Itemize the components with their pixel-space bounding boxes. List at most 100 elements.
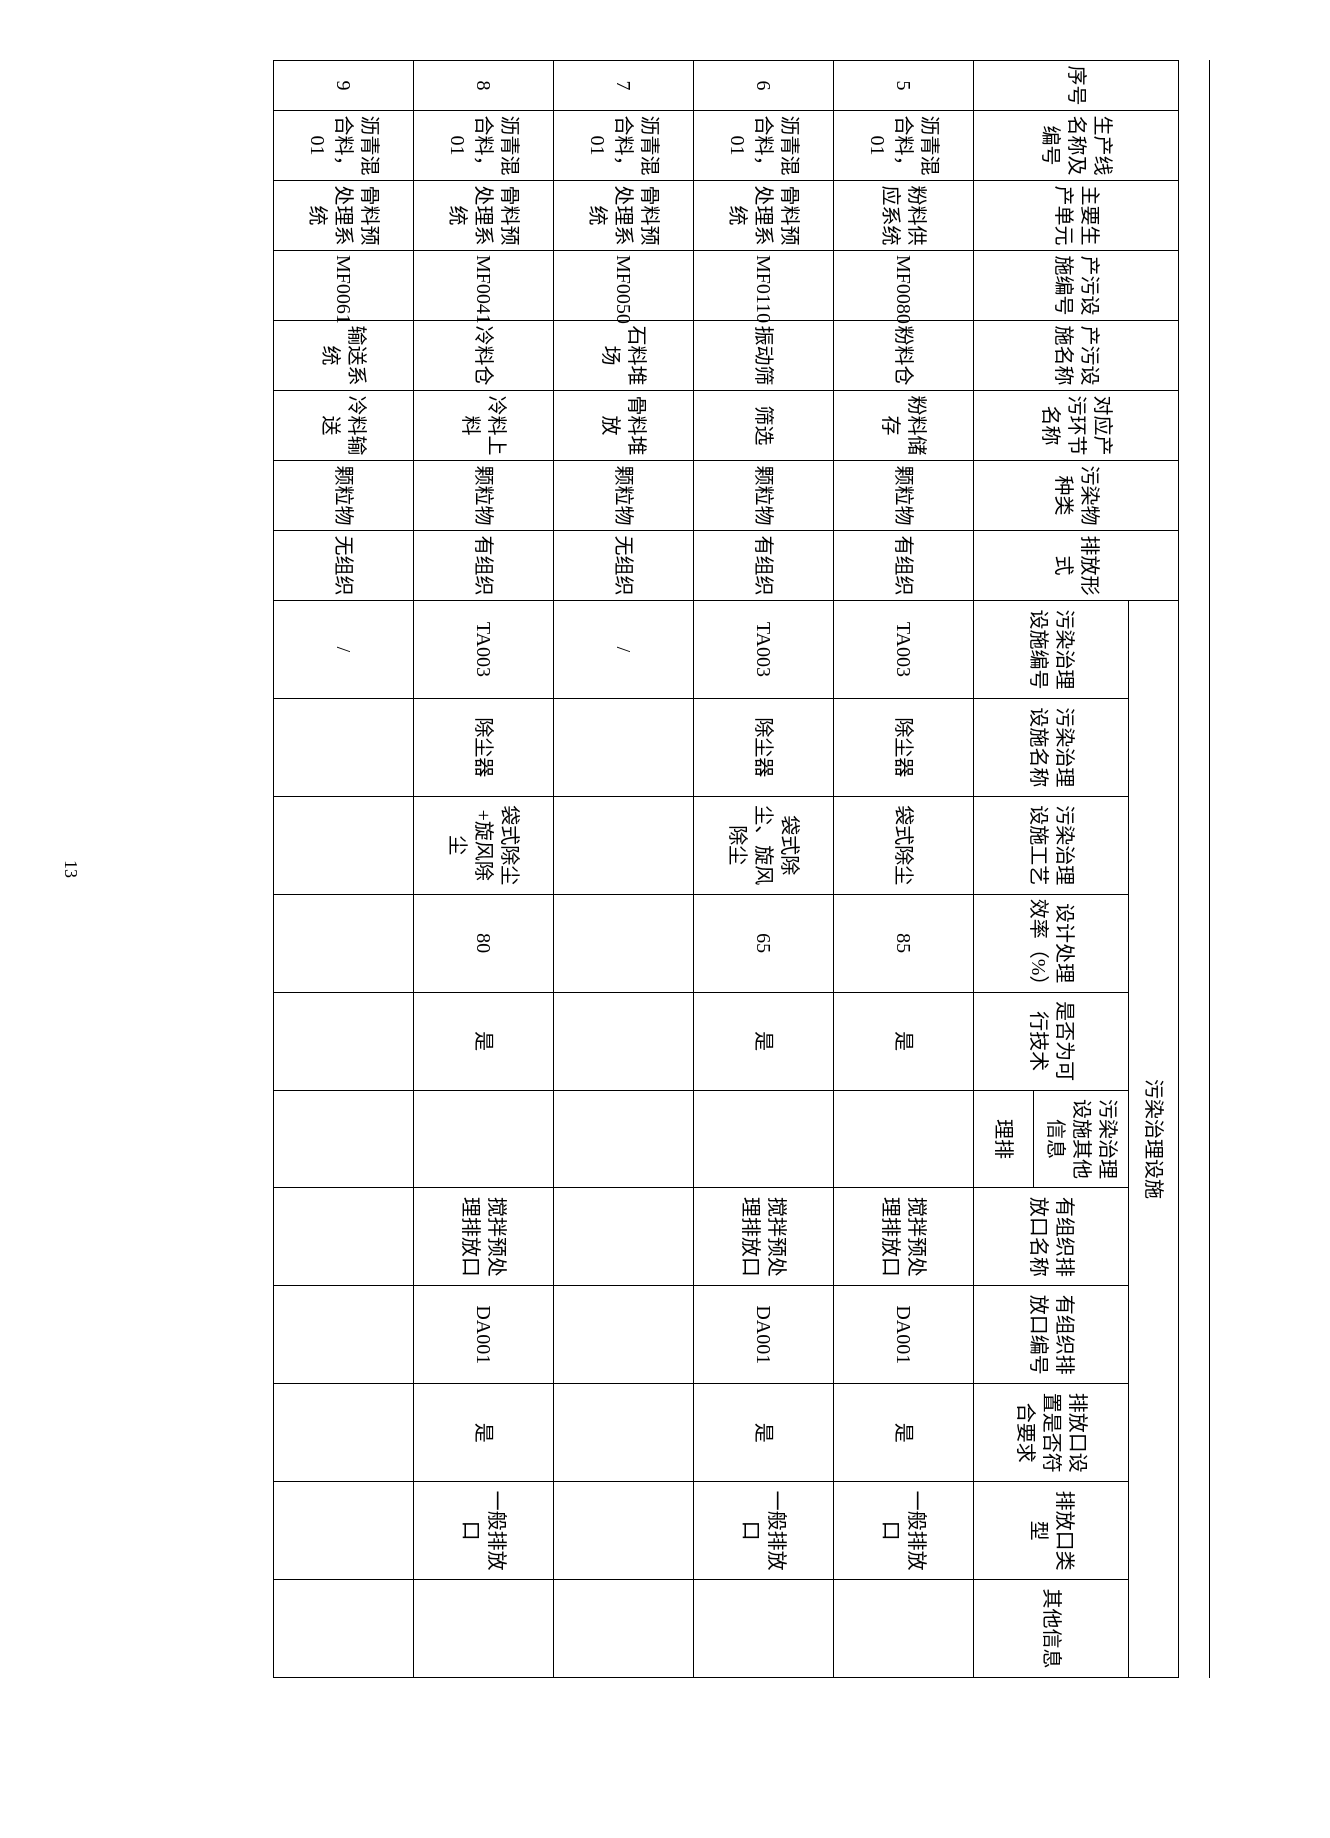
cell-efficiency: 85 (834, 894, 974, 992)
cell-segment: 粉料储存 (834, 391, 974, 461)
col-line: 生产线名称及编号 (974, 111, 1179, 181)
cell-pollutant: 颗粒物 (834, 461, 974, 531)
page-container: 序号 生产线名称及编号 主要生产单元 产污设施编号 产污设施名称 对应产污环节名… (120, 60, 1210, 1678)
cell-treat-code: TA003 (414, 601, 554, 699)
cell-outlet-ok (554, 1384, 694, 1482)
col-seq: 序号 (974, 61, 1179, 111)
col-facility-name: 产污设施名称 (974, 321, 1179, 391)
page-number: 13 (60, 860, 81, 878)
cell-seq: 8 (414, 61, 554, 111)
col-subheader: 理排 (974, 1090, 1034, 1188)
cell-efficiency (554, 894, 694, 992)
col-emission: 排放形式 (974, 531, 1179, 601)
table-row: 5 沥青混合料，01 粉料供应系统 MF0080 粉料仓 粉料储存 颗粒物 有组… (834, 61, 974, 1678)
col-unit: 主要生产单元 (974, 181, 1179, 251)
cell-facility-code: MF0050 (554, 251, 694, 321)
cell-feasible (554, 992, 694, 1090)
cell-treat-process: 袋式除尘 (834, 796, 974, 894)
cell-seq: 7 (554, 61, 694, 111)
col-section: 污染治理设施 (1129, 601, 1179, 1678)
cell-other (554, 1580, 694, 1678)
data-table: 序号 生产线名称及编号 主要生产单元 产污设施编号 产污设施名称 对应产污环节名… (273, 60, 1179, 1678)
cell-line: 沥青混合料，01 (414, 111, 554, 181)
table-body: 5 沥青混合料，01 粉料供应系统 MF0080 粉料仓 粉料储存 颗粒物 有组… (274, 61, 974, 1678)
cell-treat-name (274, 698, 414, 796)
cell-outlet-type: 一般排放口 (414, 1482, 554, 1580)
cell-segment: 冷料上料 (414, 391, 554, 461)
cell-treat-code: TA003 (694, 601, 834, 699)
col-feasible: 是否为可行技术 (974, 992, 1129, 1090)
cell-treat-process (554, 796, 694, 894)
cell-other (414, 1580, 554, 1678)
cell-outlet-ok: 是 (694, 1384, 834, 1482)
cell-outlet-ok: 是 (834, 1384, 974, 1482)
cell-emission: 无组织 (274, 531, 414, 601)
col-efficiency: 设计处理效率（%） (974, 894, 1129, 992)
cell-facility-name: 输送系统 (274, 321, 414, 391)
cell-outlet-name: 搅拌预处理排放口 (414, 1188, 554, 1286)
col-outlet-ok: 排放口设置是否符合要求 (974, 1384, 1129, 1482)
cell-other (834, 1580, 974, 1678)
cell-treat-name: 除尘器 (834, 698, 974, 796)
col-treat-process: 污染治理设施工艺 (974, 796, 1129, 894)
cell-other-info (554, 1090, 694, 1188)
col-outlet-code: 有组织排放口编号 (974, 1286, 1129, 1384)
cell-facility-code: MF0061 (274, 251, 414, 321)
cell-outlet-ok (274, 1384, 414, 1482)
cell-segment: 筛选 (694, 391, 834, 461)
cell-outlet-code (554, 1286, 694, 1384)
cell-unit: 骨料预处理系统 (414, 181, 554, 251)
cell-feasible: 是 (414, 992, 554, 1090)
col-outlet-name: 有组织排放口名称 (974, 1188, 1129, 1286)
cell-other-info (274, 1090, 414, 1188)
col-pollutant: 污染物种类 (974, 461, 1179, 531)
cell-feasible: 是 (694, 992, 834, 1090)
cell-unit: 骨料预处理系统 (694, 181, 834, 251)
cell-efficiency: 65 (694, 894, 834, 992)
col-other-info: 污染治理设施其他信息 (1034, 1090, 1129, 1188)
cell-emission: 有组织 (694, 531, 834, 601)
col-facility-code: 产污设施编号 (974, 251, 1179, 321)
table-row: 8 沥青混合料，01 骨料预处理系统 MF0041 冷料仓 冷料上料 颗粒物 有… (414, 61, 554, 1678)
cell-efficiency: 80 (414, 894, 554, 992)
cell-pollutant: 颗粒物 (414, 461, 554, 531)
cell-outlet-type (274, 1482, 414, 1580)
cell-treat-process: 袋式除尘+旋风除尘 (414, 796, 554, 894)
col-outlet-type: 排放口类型 (974, 1482, 1129, 1580)
cell-pollutant: 颗粒物 (274, 461, 414, 531)
cell-segment: 冷料输送 (274, 391, 414, 461)
cell-outlet-type: 一般排放口 (834, 1482, 974, 1580)
cell-treat-name: 除尘器 (414, 698, 554, 796)
cell-seq: 5 (834, 61, 974, 111)
cell-outlet-type (554, 1482, 694, 1580)
cell-facility-code: MF0110 (694, 251, 834, 321)
cell-treat-name (554, 698, 694, 796)
cell-facility-code: MF0080 (834, 251, 974, 321)
col-segment: 对应产污环节名称 (974, 391, 1179, 461)
col-treat-code: 污染治理设施编号 (974, 601, 1129, 699)
cell-unit: 骨料预处理系统 (554, 181, 694, 251)
cell-facility-code: MF0041 (414, 251, 554, 321)
col-treat-name: 污染治理设施名称 (974, 698, 1129, 796)
cell-outlet-ok: 是 (414, 1384, 554, 1482)
cell-facility-name: 粉料仓 (834, 321, 974, 391)
cell-line: 沥青混合料，01 (274, 111, 414, 181)
cell-treat-process (274, 796, 414, 894)
cell-pollutant: 颗粒物 (694, 461, 834, 531)
cell-seq: 9 (274, 61, 414, 111)
cell-segment: 骨料堆放 (554, 391, 694, 461)
cell-unit: 粉料供应系统 (834, 181, 974, 251)
cell-treat-code: / (274, 601, 414, 699)
cell-outlet-code: DA001 (834, 1286, 974, 1384)
cell-seq: 6 (694, 61, 834, 111)
cell-line: 沥青混合料，01 (694, 111, 834, 181)
col-other: 其他信息 (974, 1580, 1129, 1678)
cell-facility-name: 振动筛 (694, 321, 834, 391)
cell-emission: 有组织 (834, 531, 974, 601)
cell-unit: 骨料预处理系统 (274, 181, 414, 251)
cell-outlet-code: DA001 (414, 1286, 554, 1384)
header-row-1: 序号 生产线名称及编号 主要生产单元 产污设施编号 产污设施名称 对应产污环节名… (1129, 61, 1179, 1678)
table-row: 6 沥青混合料，01 骨料预处理系统 MF0110 振动筛 筛选 颗粒物 有组织… (694, 61, 834, 1678)
table-row: 9 沥青混合料，01 骨料预处理系统 MF0061 输送系统 冷料输送 颗粒物 … (274, 61, 414, 1678)
cell-other-info (694, 1090, 834, 1188)
